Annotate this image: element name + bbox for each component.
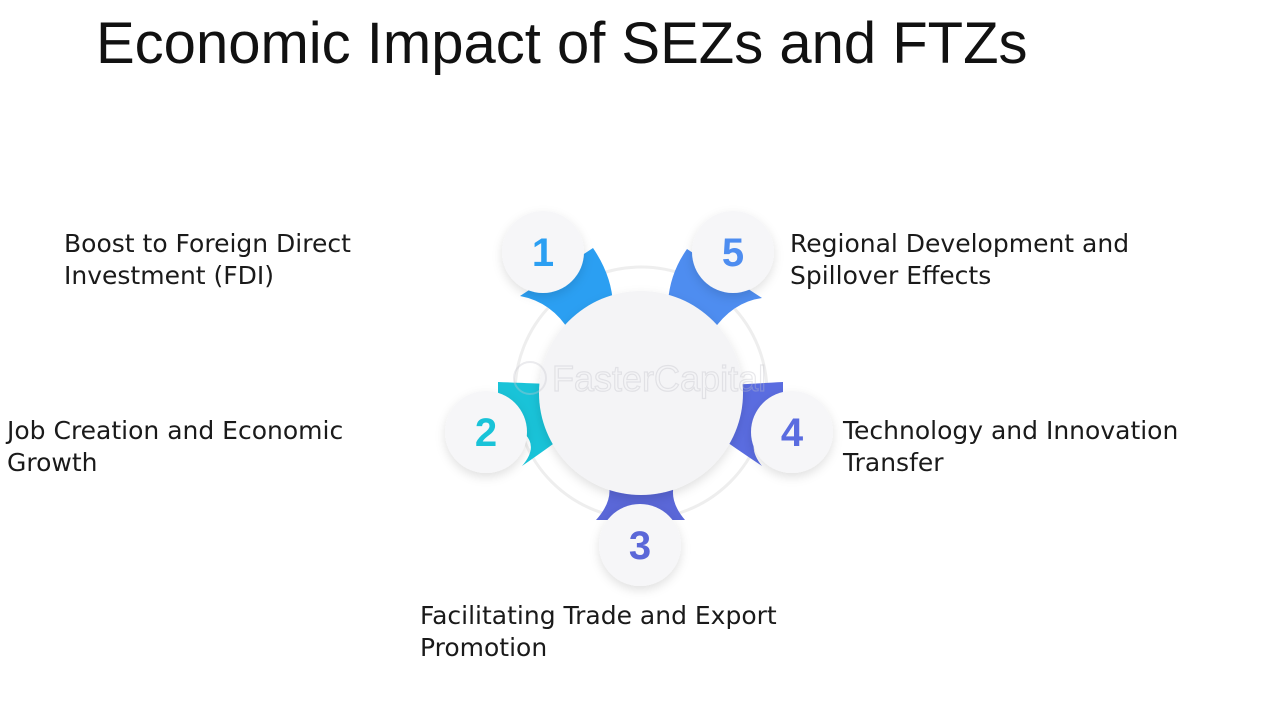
step-5-node: 5 <box>692 211 774 293</box>
step-1-label: Boost to Foreign Direct Investment (FDI) <box>64 229 351 290</box>
watermark-logo-icon <box>513 361 547 395</box>
step-1-circle <box>502 211 584 293</box>
step-4-node: 4 <box>751 391 833 473</box>
step-2-node: 2 <box>445 391 527 473</box>
step-3-number: 3 <box>629 524 651 568</box>
step-5-circle <box>692 211 774 293</box>
step-2-number: 2 <box>475 411 497 455</box>
step-3-circle <box>599 504 681 586</box>
page-title: Economic Impact of SEZs and FTZs <box>96 11 1028 76</box>
step-3-node: 3 <box>599 504 681 586</box>
step-2-circle <box>445 391 527 473</box>
step-5-label: Regional Development and Spillover Effec… <box>790 229 1130 290</box>
step-1-node: 1 <box>502 211 584 293</box>
step-4-number: 4 <box>781 411 804 455</box>
step-1-number: 1 <box>532 231 554 275</box>
center-circle <box>539 291 743 495</box>
watermark-text: FasterCapital <box>552 358 766 399</box>
step-4-label: Technology and Innovation Transfer <box>843 416 1179 477</box>
step-3-label: Facilitating Trade and Export Promotion <box>420 601 777 662</box>
watermark: FasterCapital <box>513 357 767 400</box>
step-4-circle <box>751 391 833 473</box>
step-5-number: 5 <box>722 231 744 275</box>
step-2-label: Job Creation and Economic Growth <box>7 416 344 477</box>
